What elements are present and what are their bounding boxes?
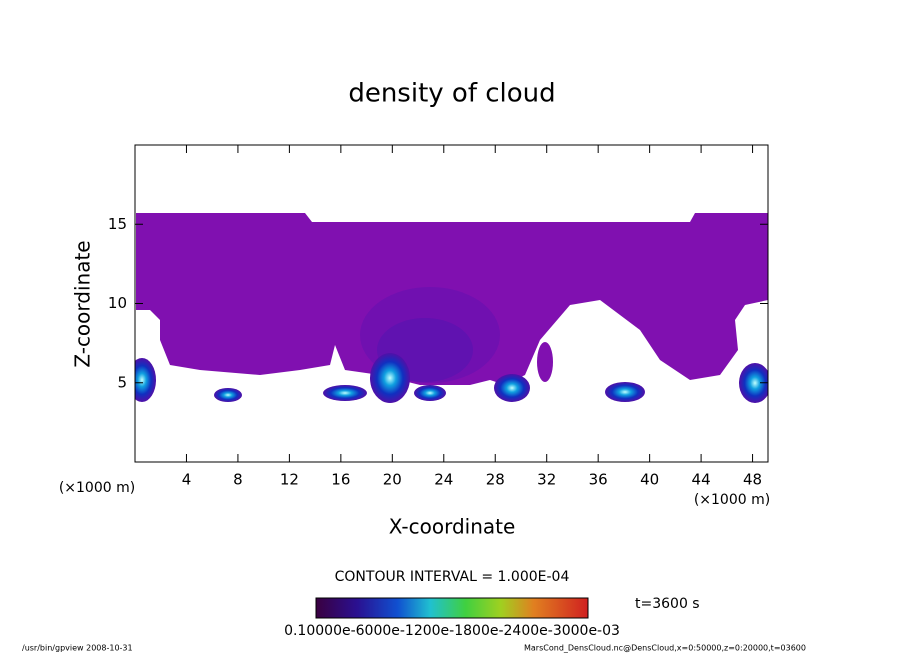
contour-field	[135, 213, 768, 403]
colorbar	[315, 597, 589, 619]
x-tick-label: 40	[640, 471, 659, 489]
x-unit-left: (×1000 m)	[59, 480, 135, 496]
x-tick-label: 20	[383, 471, 402, 489]
x-axis-label: X-coordinate	[389, 515, 516, 539]
chart-title: density of cloud	[348, 79, 555, 109]
x-tick-label: 48	[743, 471, 762, 489]
footer-left: /usr/bin/gpview 2008-10-31	[22, 644, 133, 653]
colorbar-labels: 0.10000e-6000e-1200e-1800e-2400e-3000e-0…	[284, 623, 620, 639]
x-tick-label: 36	[589, 471, 608, 489]
x-tick-label: 32	[537, 471, 556, 489]
x-tick-label: 28	[486, 471, 505, 489]
y-tick-label: 5	[117, 373, 127, 391]
x-tick-label: 12	[280, 471, 299, 489]
x-tick-label: 16	[331, 471, 350, 489]
x-tick-label: 24	[434, 471, 453, 489]
y-axis-label: Z-coordinate	[71, 240, 95, 367]
contour-interval: CONTOUR INTERVAL = 1.000E-04	[335, 569, 570, 585]
footer-right: MarsCond_DensCloud.nc@DensCloud,x=0:5000…	[524, 644, 806, 653]
x-unit-right: (×1000 m)	[694, 492, 770, 508]
time-label: t=3600 s	[635, 596, 700, 612]
x-tick-label: 44	[692, 471, 711, 489]
y-tick-label: 15	[108, 215, 127, 233]
x-tick-label: 4	[182, 471, 192, 489]
y-tick-label: 10	[108, 294, 127, 312]
x-tick-label: 8	[233, 471, 243, 489]
